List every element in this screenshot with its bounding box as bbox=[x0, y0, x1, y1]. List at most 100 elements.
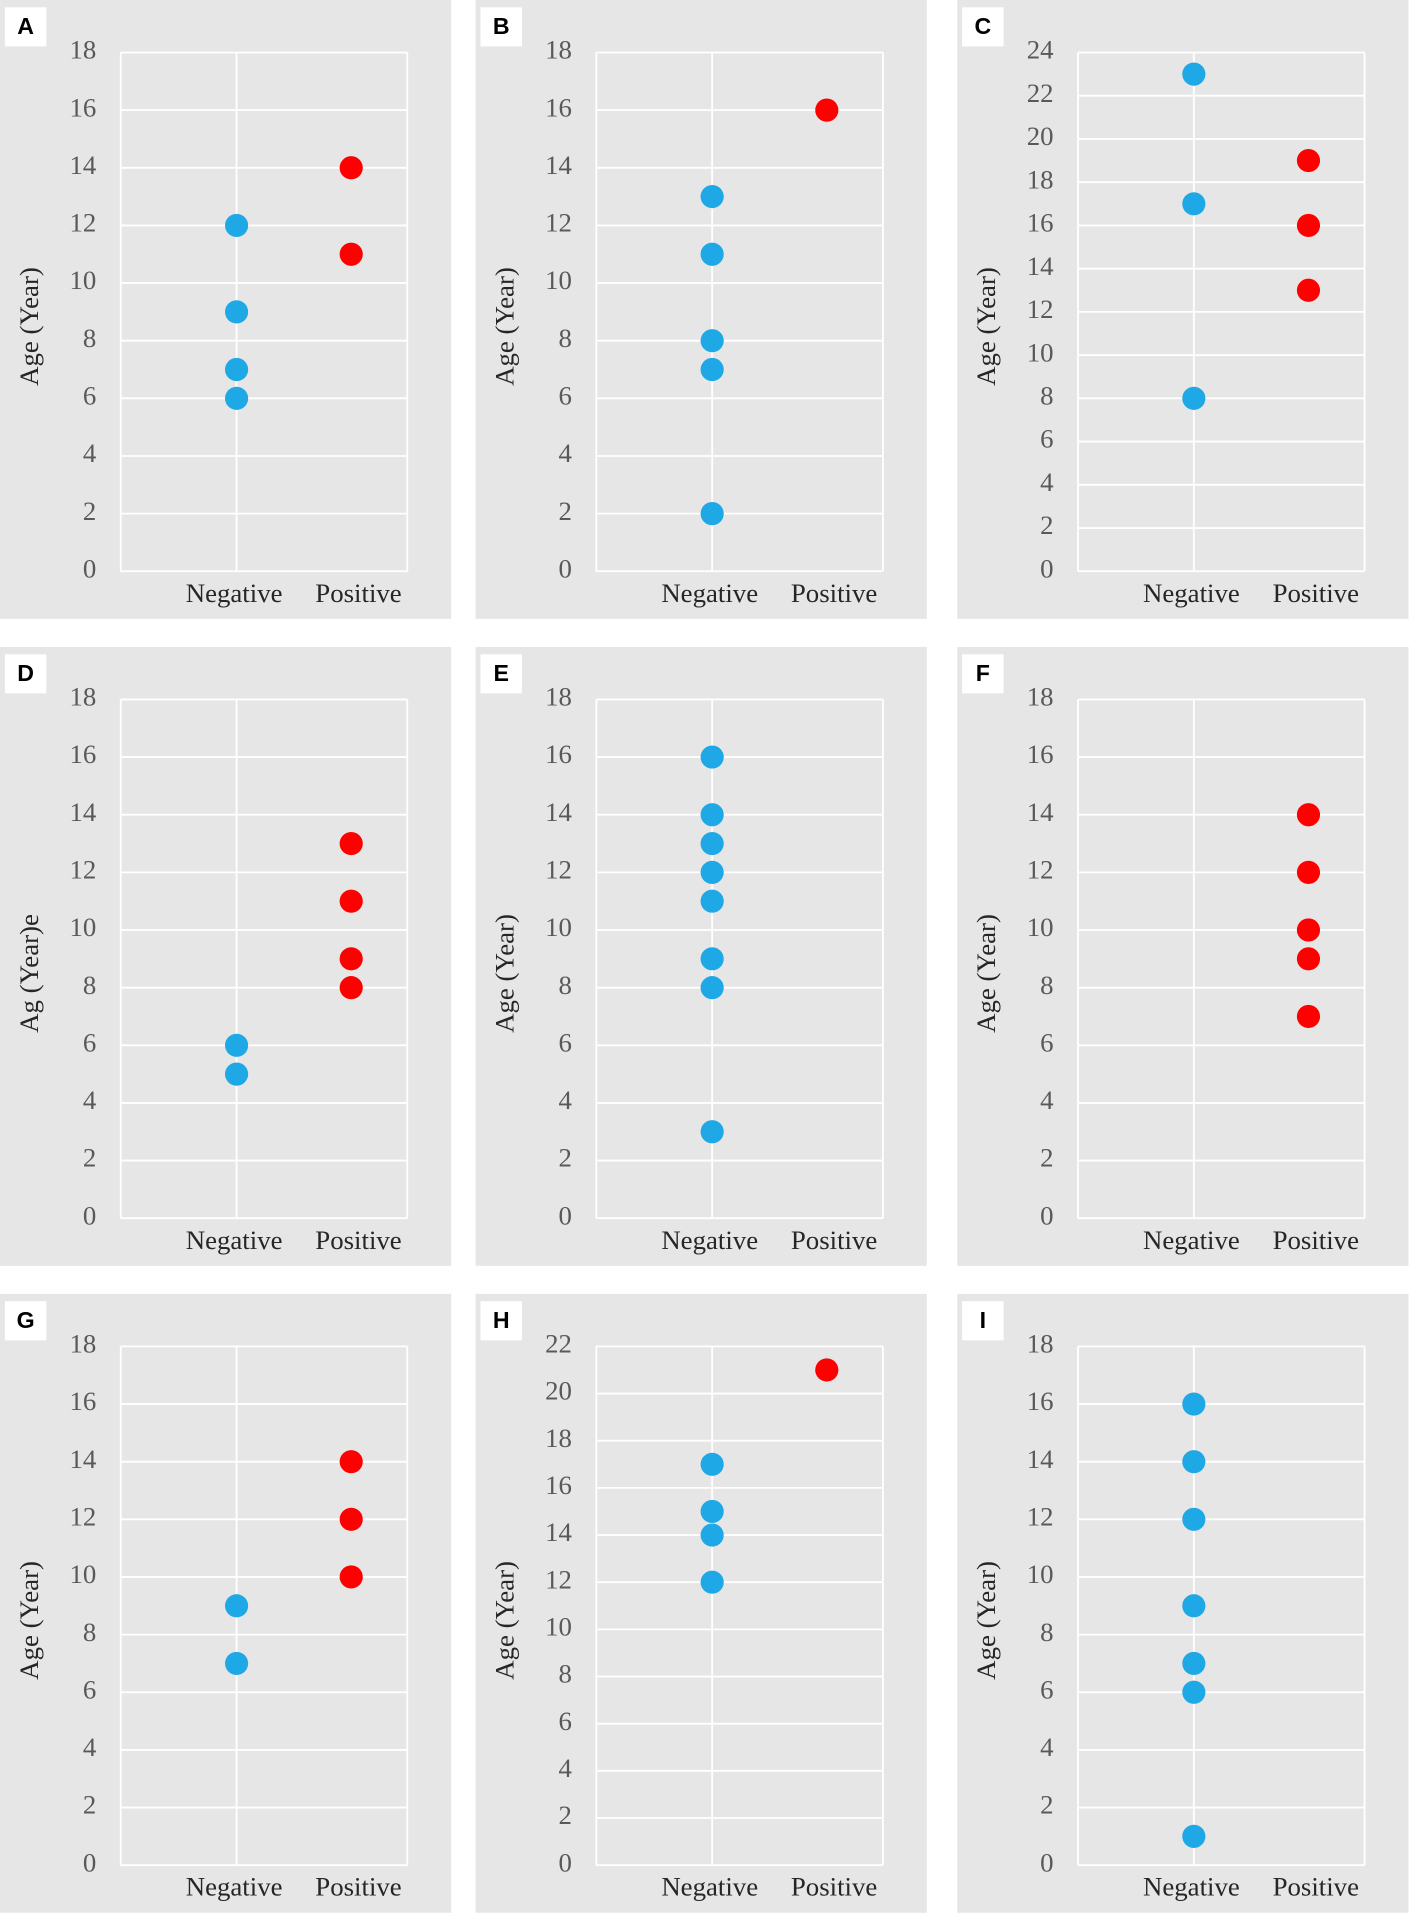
dot bbox=[1182, 1651, 1206, 1676]
dot bbox=[339, 831, 363, 856]
panel: F 0 2 4 6 8 10 12 14 16 18 Negative Positive Age (Yea… bbox=[957, 646, 1409, 1266]
y-tick-label: 12 bbox=[1027, 1501, 1054, 1531]
y-axis-label: Age (Year) bbox=[14, 267, 44, 386]
y-tick-label: 10 bbox=[545, 1612, 572, 1642]
panel-background bbox=[957, 646, 1409, 1266]
y-tick-label: 6 bbox=[559, 1027, 572, 1057]
y-tick-label: 14 bbox=[545, 797, 572, 827]
dot bbox=[1296, 278, 1321, 302]
dot bbox=[700, 745, 724, 769]
dot bbox=[339, 889, 363, 913]
y-tick-label: 18 bbox=[545, 682, 572, 712]
y-axis-label: Age (Year) bbox=[971, 914, 1001, 1033]
y-tick-label: 2 bbox=[1040, 510, 1053, 540]
y-tick-label: 8 bbox=[83, 323, 96, 353]
panel-label: H bbox=[493, 1307, 510, 1333]
dot bbox=[1182, 1824, 1206, 1848]
y-tick-label: 4 bbox=[559, 1753, 572, 1783]
y-tick-label: 16 bbox=[70, 92, 97, 122]
y-tick-label: 12 bbox=[545, 1564, 572, 1594]
panel-label: B bbox=[493, 13, 510, 39]
y-tick-label: 10 bbox=[1027, 1559, 1054, 1589]
y-tick-label: 18 bbox=[545, 35, 572, 65]
dot bbox=[1182, 192, 1206, 216]
x-tick-label: Negative bbox=[1143, 1872, 1240, 1902]
dot bbox=[339, 242, 363, 266]
y-tick-label: 4 bbox=[559, 1085, 572, 1115]
y-axis-label: Ag (Year)e bbox=[14, 914, 44, 1033]
dot bbox=[700, 947, 724, 971]
y-tick-label: 6 bbox=[559, 380, 572, 410]
dot bbox=[339, 1450, 363, 1474]
dot bbox=[815, 98, 839, 122]
y-tick-label: 6 bbox=[83, 380, 96, 410]
y-tick-label: 4 bbox=[83, 1732, 96, 1762]
dot bbox=[700, 1570, 724, 1594]
y-tick-label: 0 bbox=[83, 553, 96, 583]
dot bbox=[339, 1565, 363, 1589]
y-tick-label: 18 bbox=[70, 1329, 97, 1359]
dot bbox=[700, 1452, 724, 1476]
dot bbox=[700, 502, 724, 526]
y-tick-label: 2 bbox=[559, 1143, 572, 1173]
y-tick-label: 0 bbox=[1040, 553, 1053, 583]
y-tick-label: 16 bbox=[70, 1386, 97, 1416]
dot bbox=[1296, 213, 1321, 238]
y-tick-label: 0 bbox=[559, 1847, 572, 1877]
dot bbox=[1182, 1450, 1206, 1474]
x-tick-label: Positive bbox=[1273, 1872, 1359, 1902]
dot bbox=[224, 1651, 249, 1676]
panel: I 0 2 4 6 8 10 12 14 16 18 Negative Positive Age (Yea… bbox=[957, 1293, 1409, 1913]
y-tick-label: 0 bbox=[1040, 1847, 1053, 1877]
dot bbox=[224, 1062, 249, 1086]
y-tick-label: 14 bbox=[545, 150, 572, 180]
y-tick-label: 10 bbox=[70, 912, 97, 942]
panel-label-box bbox=[962, 654, 1004, 694]
y-tick-label: 10 bbox=[1027, 912, 1054, 942]
panel-background bbox=[475, 0, 927, 619]
dot bbox=[1182, 1392, 1206, 1416]
y-axis-label: Age (Year) bbox=[489, 1561, 519, 1680]
dot bbox=[339, 156, 363, 180]
y-tick-label: 18 bbox=[1027, 164, 1054, 194]
panel-label-box bbox=[480, 1301, 522, 1341]
y-tick-label: 20 bbox=[545, 1376, 572, 1406]
y-tick-label: 12 bbox=[70, 855, 97, 885]
y-tick-label: 16 bbox=[1027, 739, 1054, 769]
y-tick-label: 4 bbox=[1040, 467, 1053, 497]
y-tick-label: 12 bbox=[70, 208, 97, 238]
x-tick-label: Negative bbox=[186, 1872, 283, 1902]
y-tick-label: 2 bbox=[83, 496, 96, 526]
y-tick-label: 12 bbox=[545, 208, 572, 238]
y-tick-label: 20 bbox=[1027, 121, 1054, 151]
x-tick-label: Negative bbox=[1143, 578, 1240, 608]
x-tick-label: Positive bbox=[791, 1872, 877, 1902]
x-tick-label: Positive bbox=[791, 578, 877, 608]
panel-label: G bbox=[17, 1307, 35, 1333]
panel-label-box bbox=[4, 7, 47, 47]
y-tick-label: 4 bbox=[1040, 1732, 1053, 1762]
y-tick-label: 2 bbox=[559, 1800, 572, 1830]
dot bbox=[224, 300, 249, 324]
panel-label: I bbox=[980, 1307, 986, 1333]
y-tick-label: 10 bbox=[1027, 337, 1054, 367]
dot bbox=[1182, 386, 1206, 410]
y-tick-label: 10 bbox=[70, 265, 97, 295]
dot bbox=[339, 976, 363, 1000]
panel: G 0 2 4 6 8 10 12 14 16 18 Negative Positive Age (Yea… bbox=[0, 1293, 452, 1913]
y-tick-label: 16 bbox=[545, 739, 572, 769]
dot bbox=[815, 1358, 839, 1382]
y-tick-label: 12 bbox=[1027, 294, 1054, 324]
y-tick-label: 18 bbox=[545, 1423, 572, 1453]
y-tick-label: 2 bbox=[559, 496, 572, 526]
y-tick-label: 2 bbox=[1040, 1143, 1053, 1173]
y-tick-label: 14 bbox=[1027, 1444, 1054, 1474]
y-tick-label: 8 bbox=[559, 323, 572, 353]
y-tick-label: 8 bbox=[559, 970, 572, 1000]
dot bbox=[1296, 918, 1321, 942]
dot bbox=[1182, 1680, 1206, 1704]
y-axis-label: Age (Year) bbox=[14, 1561, 44, 1680]
dot bbox=[700, 803, 724, 827]
dot bbox=[700, 831, 724, 856]
